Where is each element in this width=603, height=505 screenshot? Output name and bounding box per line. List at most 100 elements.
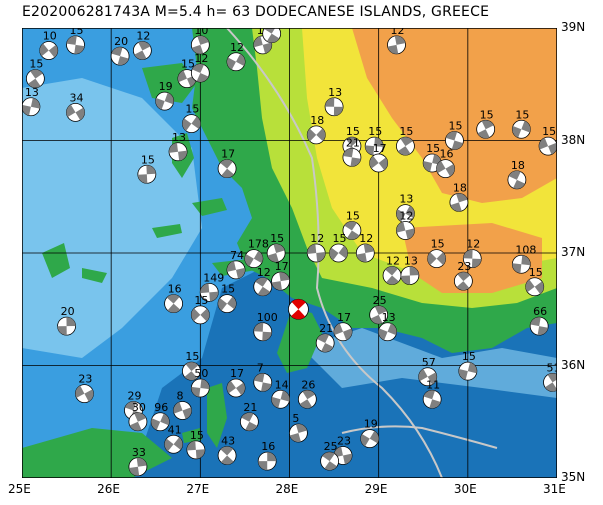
mechanism-depth-label: 149: [203, 271, 224, 284]
mechanism-depth-label: 33: [132, 446, 146, 459]
island-ikaria: [152, 224, 182, 238]
mechanism-depth-label: 13: [172, 131, 186, 144]
focal-mechanism: [529, 316, 549, 336]
mechanism-depth-label: 12: [399, 210, 413, 223]
focal-mechanisms: 1015151334201219151210121610121513171518…: [22, 28, 557, 477]
focal-mechanism: [369, 153, 389, 173]
mechanism-depth-label: 13: [25, 86, 39, 99]
longitude-tick-label: 31E: [543, 482, 566, 496]
mechanism-depth-label: 16: [168, 283, 182, 296]
focal-mechanism: [257, 451, 277, 471]
focal-mechanism: [422, 389, 442, 409]
focal-mechanism: [22, 97, 41, 117]
mechanism-depth-label: 19: [159, 80, 173, 93]
mechanism-depth-label: 66: [533, 305, 547, 318]
focal-mechanism: [436, 159, 455, 179]
mechanism-depth-label: 15: [141, 153, 155, 166]
focal-mechanism: [239, 412, 259, 432]
mechanism-depth-label: 13: [382, 311, 396, 324]
longitude-tick-label: 28E: [275, 482, 299, 496]
focal-mechanism: [253, 277, 273, 297]
focal-mechanism: [66, 102, 85, 122]
mechanism-depth-label: 15: [462, 350, 476, 363]
mechanism-depth-label: 15: [70, 28, 84, 37]
mechanism-depth-label: 13: [328, 86, 342, 99]
island-rhodes: [277, 308, 322, 373]
focal-mechanism: [190, 378, 210, 398]
land-mountain: [352, 28, 557, 203]
mechanism-depth-label: 23: [337, 435, 351, 448]
mechanism-depth-label: 74: [230, 249, 244, 262]
latitude-tick-label: 39N: [561, 20, 586, 34]
mechanism-depth-label: 12: [386, 255, 400, 268]
latitude-tick-label: 38N: [561, 132, 586, 147]
focal-mechanism: [543, 372, 557, 392]
mechanism-depth-label: 23: [78, 373, 92, 386]
focal-mechanism: [25, 69, 45, 89]
focal-mechanism: [190, 305, 210, 325]
mechanism-depth-label: 16: [261, 440, 275, 453]
focal-mechanism: [538, 136, 557, 156]
mechanism-depth-label: 15: [29, 58, 43, 71]
focal-mechanism: [182, 361, 201, 381]
mechanism-depth-label: 15: [480, 108, 494, 121]
focal-mechanism: [355, 243, 375, 263]
island-karpathos: [207, 383, 227, 448]
focal-mechanism: [128, 412, 148, 432]
island-naxos: [42, 243, 70, 278]
focal-mechanism: [186, 440, 206, 460]
focal-mechanism: [266, 243, 286, 263]
mechanism-depth-label: 12: [230, 41, 244, 54]
island-samos: [192, 198, 227, 216]
focal-mechanism: [476, 119, 496, 139]
mechanism-depth-label: 29: [127, 390, 141, 403]
mechanism-depth-label: 100: [257, 311, 278, 324]
focal-mechanism: [128, 457, 148, 477]
mechanism-depth-label: 15: [431, 238, 445, 251]
mechanism-depth-label: 17: [373, 142, 387, 155]
sea-shallow-south: [302, 328, 557, 398]
focal-mechanism: [190, 63, 210, 83]
mechanism-depth-label: 15: [515, 108, 529, 121]
focal-mechanism: [168, 142, 188, 162]
focal-mechanism: [400, 266, 420, 285]
mechanism-depth-label: 8: [177, 390, 184, 403]
focal-mechanism: [164, 434, 183, 454]
focal-mechanism: [190, 35, 210, 55]
focal-mechanism: [110, 46, 130, 66]
longitude-tick-label: 25E: [8, 482, 31, 496]
mechanism-depth-label: 15: [185, 103, 199, 116]
focal-mechanism: [217, 159, 237, 179]
mechanism-depth-label: 15: [368, 125, 382, 138]
mechanism-depth-label: 15: [333, 232, 347, 245]
focal-mechanism: [342, 221, 362, 240]
focal-mechanism: [297, 389, 317, 409]
focal-mechanism: [217, 446, 237, 465]
focal-mechanism: [387, 35, 406, 55]
focal-mechanism: [525, 277, 545, 297]
mechanism-depth-label: 15: [346, 125, 360, 138]
focal-mechanism: [458, 361, 478, 381]
focal-mechanism: [226, 260, 246, 280]
focal-mechanism: [378, 322, 397, 342]
focal-mechanism: [217, 294, 237, 314]
mechanism-depth-label: 15: [542, 125, 556, 138]
mechanism-depth-label: 41: [168, 423, 182, 436]
map-title: E202006281743A M=5.4 h= 63 DODECANESE IS…: [22, 4, 490, 20]
mechanism-depth-label: 178: [248, 238, 269, 251]
mechanism-depth-label: 11: [426, 378, 440, 391]
focal-mechanism: [226, 378, 246, 398]
mechanism-depth-label: 7: [257, 361, 264, 374]
focal-mechanism-map: 1015151334201219151210121610121513171518…: [22, 28, 557, 478]
focal-mechanism: [418, 367, 438, 387]
mechanism-depth-label: 16: [440, 148, 454, 161]
mechanism-depth-label: 10: [43, 30, 57, 43]
mechanism-depth-label: 108: [515, 243, 536, 256]
mechanism-depth-label: 18: [453, 181, 467, 194]
focal-mechanism: [306, 243, 326, 263]
focal-mechanism: [262, 28, 282, 44]
mechanism-depth-label: 12: [310, 232, 324, 245]
focal-mechanism: [271, 271, 290, 291]
mechanism-depth-label: 12: [194, 52, 208, 65]
focal-mechanism: [244, 249, 264, 269]
